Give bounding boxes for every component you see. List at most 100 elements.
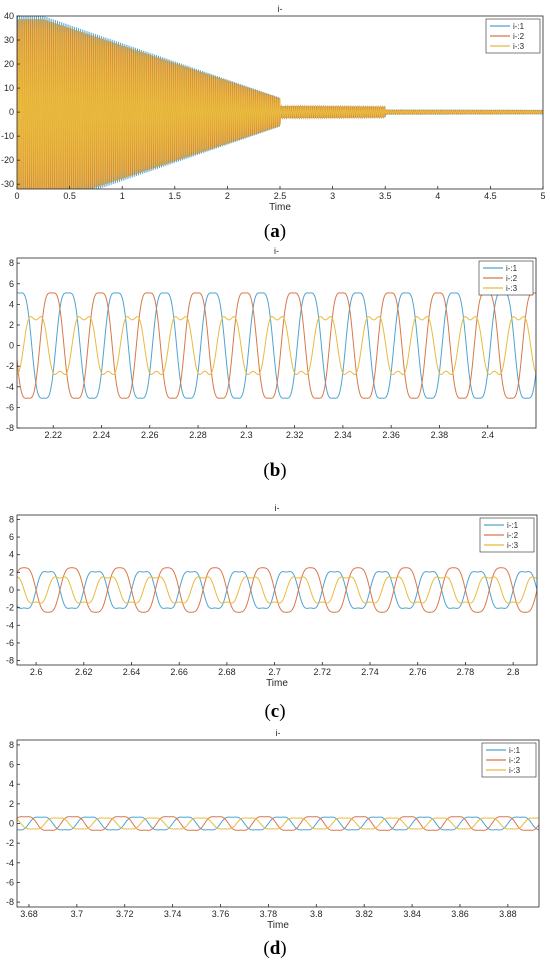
x-tick-label-b-9: 2.4	[481, 430, 494, 440]
x-tick-label-c-8: 2.76	[409, 667, 427, 677]
y-tick-label-d-7: 6	[9, 760, 14, 770]
y-tick-label-c-0: -8	[6, 656, 14, 666]
legend-label-d-1: i-:1	[509, 746, 521, 755]
y-tick-label-d-2: -4	[6, 858, 14, 868]
y-tick-label-c-6: 4	[9, 550, 14, 560]
legend-c: i-:1i-:2i-:3	[479, 517, 535, 553]
legend-d: i-:1i-:2i-:3	[481, 742, 537, 778]
x-tick-label-b-5: 2.32	[286, 430, 304, 440]
series-line-d-1	[17, 816, 539, 831]
x-tick-label-d-8: 3.84	[403, 909, 421, 919]
y-tick-label-b-1: -6	[6, 402, 14, 412]
x-tick-label-c-1: 2.62	[75, 667, 93, 677]
x-tick-label-b-1: 2.24	[93, 430, 111, 440]
legend-label-a-3: i-:3	[513, 42, 525, 51]
y-tick-label-b-8: 8	[9, 258, 14, 268]
y-tick-label-c-4: 0	[9, 585, 14, 595]
y-tick-label-d-5: 2	[9, 799, 14, 809]
panel-label-c: (c)	[264, 701, 286, 722]
y-tick-label-a-7: 40	[4, 11, 14, 21]
x-tick-label-d-2: 3.72	[116, 909, 134, 919]
y-tick-label-d-0: -8	[6, 897, 14, 907]
x-tick-label-a-6: 3	[330, 191, 335, 201]
x-tick-label-a-9: 4.5	[484, 191, 497, 201]
y-tick-label-c-5: 2	[9, 567, 14, 577]
y-tick-label-a-3: 0	[9, 107, 14, 117]
legend-label-c-1: i-:1	[507, 521, 519, 530]
x-tick-label-d-1: 3.7	[71, 909, 84, 919]
y-tick-label-c-1: -6	[6, 638, 14, 648]
x-tick-label-d-5: 3.78	[260, 909, 278, 919]
y-tick-label-b-7: 6	[9, 279, 14, 289]
x-tick-label-d-9: 3.86	[451, 909, 469, 919]
panel-label-b: (b)	[263, 460, 287, 481]
x-tick-label-c-4: 2.68	[218, 667, 236, 677]
legend-label-b-2: i-:2	[506, 274, 518, 283]
y-tick-label-c-3: -2	[6, 603, 14, 613]
y-tick-label-b-0: -8	[6, 423, 14, 433]
x-tick-label-b-7: 2.36	[382, 430, 400, 440]
chart-title-c: i-	[275, 503, 280, 513]
x-tick-label-b-0: 2.22	[44, 430, 62, 440]
x-tick-label-d-0: 3.68	[20, 909, 38, 919]
y-tick-label-b-5: 2	[9, 320, 14, 330]
chart-a: 0 0.5 1 1.5 2 2.5 3 3.5 4 4.5 5 -30 -20 -10 0 10 20 30 40 i…	[1, 4, 546, 213]
panel-label-d: (d)	[263, 938, 287, 959]
x-tick-label-a-5: 2.5	[274, 191, 287, 201]
legend-b: i-:1i-:2i-:3	[478, 260, 534, 296]
plot-area-b	[16, 257, 537, 429]
chart-d: 3.68 3.7 3.72 3.74 3.76 3.78 3.8 3.82 3.84 3.86 3.…	[6, 728, 540, 931]
x-tick-label-a-7: 3.5	[379, 191, 392, 201]
x-tick-label-a-2: 1	[120, 191, 125, 201]
chart-title-d: i-	[276, 728, 281, 738]
x-tick-label-d-3: 3.74	[164, 909, 182, 919]
x-axis-label-d: Time	[267, 920, 289, 931]
y-tick-label-c-2: -4	[6, 620, 14, 630]
legend-label-c-3: i-:3	[507, 541, 519, 550]
y-tick-label-d-1: -6	[6, 877, 14, 887]
legend-label-b-1: i-:1	[506, 264, 518, 273]
x-tick-label-a-0: 0	[14, 191, 19, 201]
legend-a: i-:1i-:2i-:3	[485, 18, 541, 54]
y-tick-label-d-3: -2	[6, 838, 14, 848]
y-tick-label-a-6: 30	[4, 35, 14, 45]
x-tick-label-c-10: 2.8	[507, 667, 520, 677]
x-tick-label-a-4: 2	[225, 191, 230, 201]
chart-title-b: i-	[274, 246, 279, 256]
legend-label-d-2: i-:2	[509, 756, 521, 765]
x-tick-label-c-9: 2.78	[457, 667, 475, 677]
series-line-c-2	[17, 567, 537, 613]
y-tick-label-b-4: 0	[9, 341, 14, 351]
x-tick-label-b-2: 2.26	[141, 430, 159, 440]
x-tick-label-a-10: 5	[540, 191, 545, 201]
x-tick-label-a-1: 0.5	[63, 191, 76, 201]
y-tick-label-a-5: 20	[4, 59, 14, 69]
x-tick-label-b-4: 2.3	[240, 430, 253, 440]
y-tick-label-a-4: 10	[4, 83, 14, 93]
x-tick-label-c-7: 2.74	[361, 667, 379, 677]
x-tick-label-d-7: 3.82	[355, 909, 373, 919]
x-tick-label-c-2: 2.64	[123, 667, 141, 677]
legend-label-a-2: i-:2	[513, 32, 525, 41]
legend-label-d-3: i-:3	[509, 766, 521, 775]
panel-label-a: (a)	[263, 221, 287, 242]
series-line-d-3	[17, 817, 539, 830]
y-tick-label-a-0: -30	[1, 179, 14, 189]
y-tick-label-b-6: 4	[9, 299, 14, 309]
x-tick-label-a-3: 1.5	[169, 191, 182, 201]
plot-area-c	[16, 514, 538, 666]
legend-label-c-2: i-:2	[507, 531, 519, 540]
x-tick-label-b-6: 2.34	[334, 430, 352, 440]
x-axis-label-c: Time	[266, 678, 288, 689]
x-tick-label-b-3: 2.28	[189, 430, 207, 440]
chart-c: 2.6 2.62 2.64 2.66 2.68 2.7 2.72 2.74 2.76 2.78 2.…	[6, 503, 538, 689]
x-tick-label-c-0: 2.6	[30, 667, 43, 677]
y-tick-label-d-4: 0	[9, 819, 14, 829]
x-tick-label-d-6: 3.8	[310, 909, 323, 919]
y-tick-label-d-8: 8	[9, 740, 14, 750]
legend-label-b-3: i-:3	[506, 284, 518, 293]
x-tick-label-c-5: 2.7	[268, 667, 281, 677]
y-tick-label-b-2: -4	[6, 382, 14, 392]
y-tick-label-b-3: -2	[6, 361, 14, 371]
